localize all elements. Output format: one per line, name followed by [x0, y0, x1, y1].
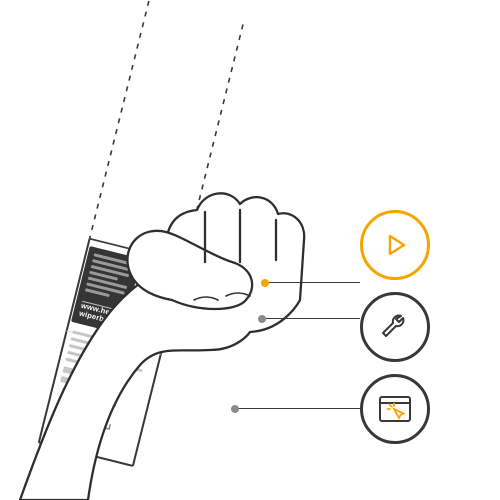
mini-wrench-icon: 🛠 — [136, 301, 149, 312]
play-icon — [360, 210, 430, 280]
mini-play-icon: ▷ — [153, 306, 162, 316]
connector-web — [235, 408, 360, 409]
diagram-stage: 🛠 ▷ www.hella.com/ wiperblades — [0, 0, 500, 500]
web-click-icon — [360, 374, 430, 444]
label-mini-icons: 🛠 ▷ — [136, 301, 162, 316]
product-box: 🛠 ▷ www.hella.com/ wiperblades — [53, 0, 247, 394]
wrench-icon — [360, 292, 430, 362]
connector-play — [265, 282, 360, 283]
connector-wrench — [262, 318, 360, 319]
qr-code-icon — [132, 263, 173, 304]
label-text-lines — [84, 253, 135, 304]
